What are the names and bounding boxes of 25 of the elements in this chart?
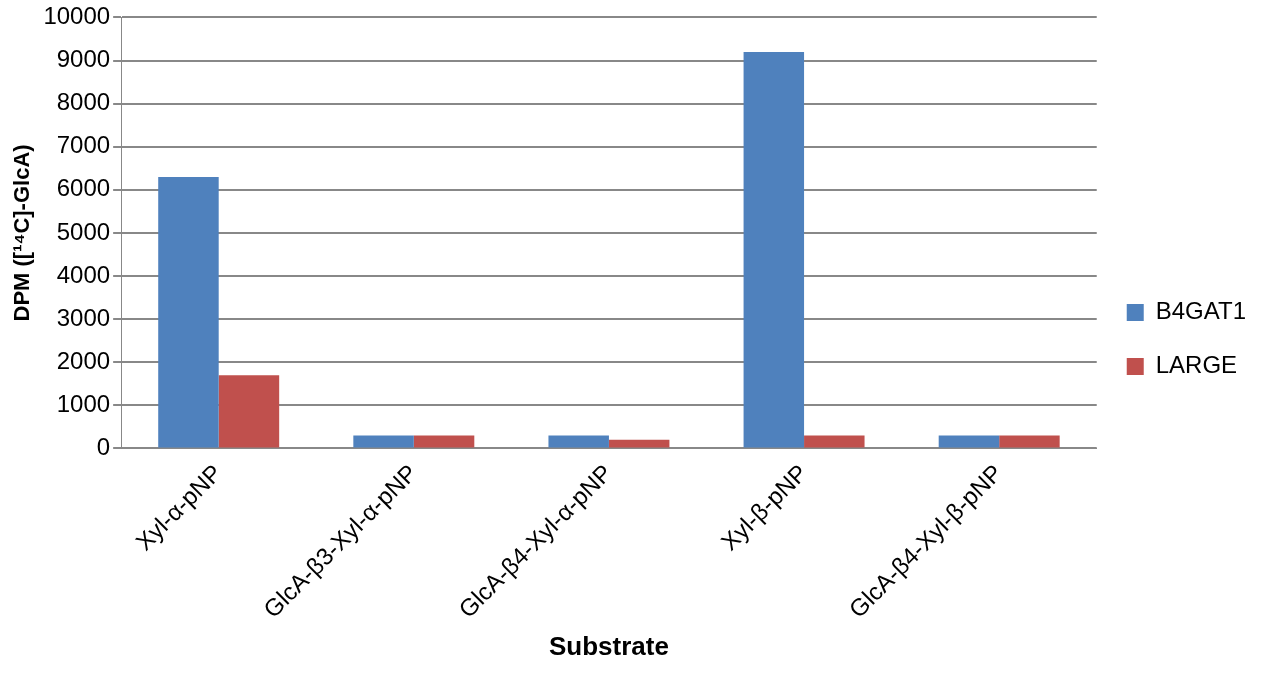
y-tick-label: 9000 (56, 45, 111, 73)
y-tick-label: 0 (96, 433, 111, 461)
legend-label: B4GAT1 (1155, 297, 1247, 325)
y-tick-label: 4000 (56, 260, 111, 288)
y-tick-label: 3000 (56, 303, 111, 331)
y-tick-label: 8000 (56, 88, 111, 116)
y-axis-title: DPM ([¹⁴C]-GlcA) (9, 144, 35, 322)
x-axis-title: Substrate (548, 630, 669, 661)
y-tick-label: 10000 (43, 2, 111, 30)
bar (158, 176, 219, 448)
bar (548, 435, 609, 448)
bar (218, 375, 280, 448)
bar (353, 435, 414, 448)
y-tick-label: 7000 (56, 131, 111, 159)
y-tick-label: 5000 (56, 217, 111, 245)
bar (804, 435, 865, 448)
bar (413, 435, 475, 448)
bar (743, 51, 805, 448)
bar (999, 435, 1060, 448)
bar (938, 435, 1000, 448)
y-tick-label: 1000 (56, 389, 111, 417)
y-tick-label: 6000 (56, 174, 111, 202)
bar (608, 439, 670, 448)
legend-label: LARGE (1155, 351, 1238, 379)
y-tick-label: 2000 (56, 346, 111, 374)
